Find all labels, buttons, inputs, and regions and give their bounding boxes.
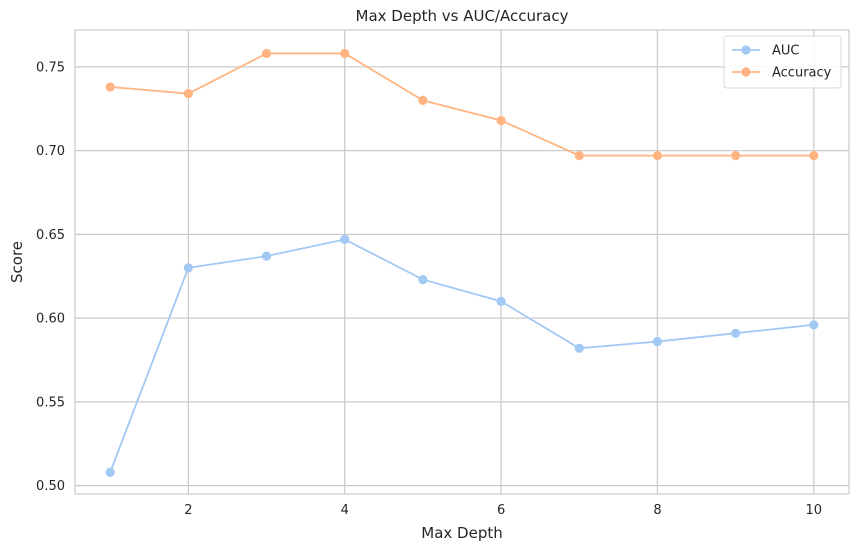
x-tick-label: 6 xyxy=(497,503,505,518)
accuracy-point xyxy=(496,115,506,126)
chart-title: Max Depth vs AUC/Accuracy xyxy=(356,7,569,25)
accuracy-point xyxy=(574,151,584,161)
auc-line xyxy=(109,238,814,473)
auc-point xyxy=(418,274,428,285)
plot-frame xyxy=(74,29,850,495)
grid-lines xyxy=(75,30,849,494)
accuracy-point xyxy=(183,89,193,99)
legend: AUC Accuracy xyxy=(723,35,842,89)
y-tick-label: 0.65 xyxy=(36,228,65,243)
x-tick-label: 4 xyxy=(341,503,349,518)
legend-auc-label: AUC xyxy=(772,44,800,59)
y-tick-label: 0.50 xyxy=(36,479,65,494)
legend-auc-marker xyxy=(741,45,751,55)
legend-box xyxy=(723,35,842,89)
accuracy-point xyxy=(340,48,350,59)
y-tick-label: 0.75 xyxy=(36,60,65,75)
accuracy-point xyxy=(731,151,741,161)
auc-point xyxy=(183,263,193,273)
accuracy-point xyxy=(418,95,428,105)
y-axis-label: Score xyxy=(8,241,26,283)
y-tick-label: 0.70 xyxy=(36,144,65,159)
auc-point xyxy=(652,336,663,347)
x-tick-label: 10 xyxy=(806,503,823,518)
accuracy-point xyxy=(105,82,115,92)
y-tick-labels: 0.50 0.55 0.60 0.65 0.70 0.75 xyxy=(36,60,65,494)
x-tick-labels: 2 4 6 8 10 xyxy=(184,503,822,518)
accuracy-line xyxy=(110,52,814,157)
auc-point xyxy=(496,296,506,306)
y-tick-label: 0.55 xyxy=(36,395,65,410)
auc-point xyxy=(574,343,584,353)
auc-point xyxy=(261,251,272,261)
legend-accuracy-marker xyxy=(741,67,751,77)
x-tick-label: 8 xyxy=(653,503,661,518)
series-layer xyxy=(105,48,819,477)
auc-point xyxy=(105,467,115,477)
y-tick-label: 0.60 xyxy=(36,312,65,327)
auc-point xyxy=(731,328,741,338)
accuracy-point xyxy=(652,151,663,161)
legend-accuracy-label: Accuracy xyxy=(772,66,832,81)
auc-point xyxy=(340,234,350,244)
accuracy-point xyxy=(261,48,272,59)
accuracy-point xyxy=(809,151,819,161)
x-axis-label: Max Depth xyxy=(421,524,502,542)
auc-point xyxy=(809,320,819,330)
x-tick-label: 2 xyxy=(184,503,192,518)
